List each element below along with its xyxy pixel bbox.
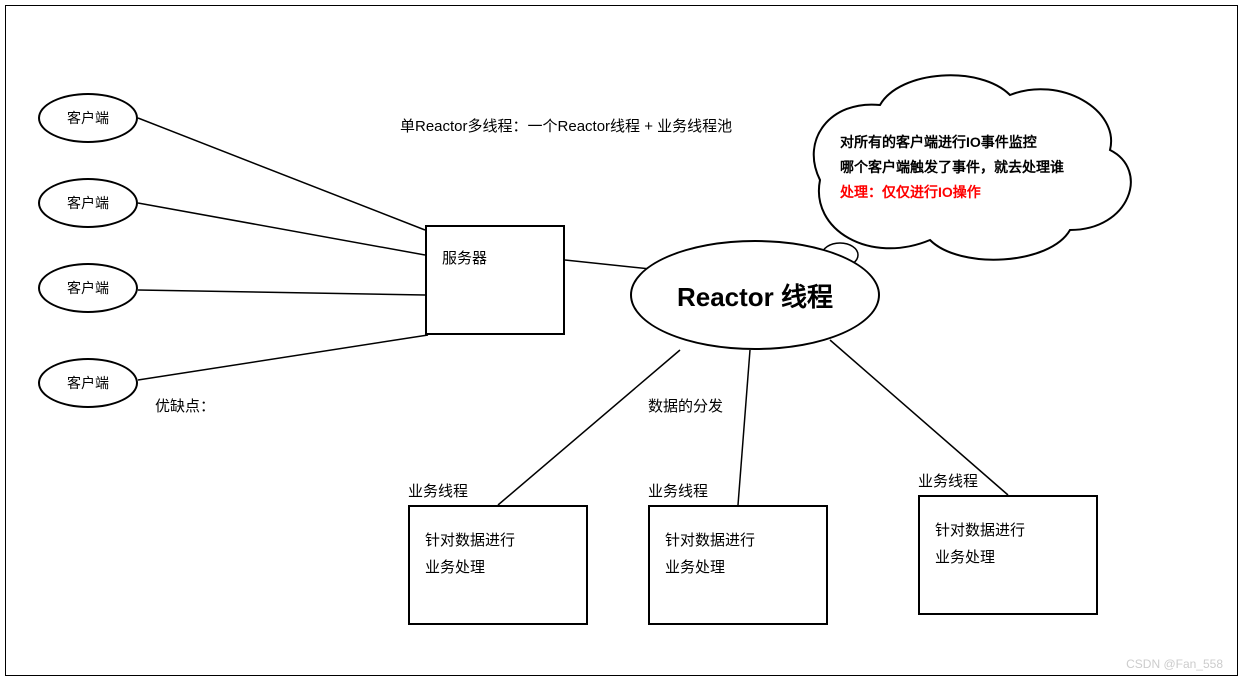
worker-box-1: 针对数据进行业务处理 [648,505,828,625]
worker-title-0: 业务线程 [408,480,468,501]
pros-cons-label: 优缺点： [155,395,215,416]
worker-text-line1: 针对数据进行 [665,527,811,554]
reactor-node: Reactor 线程 [630,240,880,350]
worker-text-line2: 业务处理 [665,554,811,581]
worker-box-2: 针对数据进行业务处理 [918,495,1098,615]
client-label: 客户端 [67,278,109,298]
worker-text-line2: 业务处理 [425,554,571,581]
reactor-label: Reactor 线程 [677,277,833,314]
dispatch-label: 数据的分发 [648,395,723,416]
worker-title-2: 业务线程 [918,470,978,491]
server-label: 服务器 [442,247,548,268]
worker-title-1: 业务线程 [648,480,708,501]
cloud-annotation: 对所有的客户端进行IO事件监控 哪个客户端触发了事件，就去处理谁 处理：仅仅进行… [840,130,1120,206]
cloud-line-1: 对所有的客户端进行IO事件监控 [840,130,1120,155]
client-node-3: 客户端 [38,358,138,408]
cloud-line-2: 哪个客户端触发了事件，就去处理谁 [840,155,1120,180]
server-box: 服务器 [425,225,565,335]
client-label: 客户端 [67,108,109,128]
client-label: 客户端 [67,193,109,213]
worker-text-line1: 针对数据进行 [935,517,1081,544]
worker-box-0: 针对数据进行业务处理 [408,505,588,625]
worker-text-line2: 业务处理 [935,544,1081,571]
client-node-0: 客户端 [38,93,138,143]
client-label: 客户端 [67,373,109,393]
client-node-1: 客户端 [38,178,138,228]
worker-text-line1: 针对数据进行 [425,527,571,554]
cloud-line-3: 处理：仅仅进行IO操作 [840,180,1120,205]
watermark: CSDN @Fan_558 [1126,657,1223,671]
diagram-title: 单Reactor多线程：一个Reactor线程 + 业务线程池 [400,115,732,136]
client-node-2: 客户端 [38,263,138,313]
